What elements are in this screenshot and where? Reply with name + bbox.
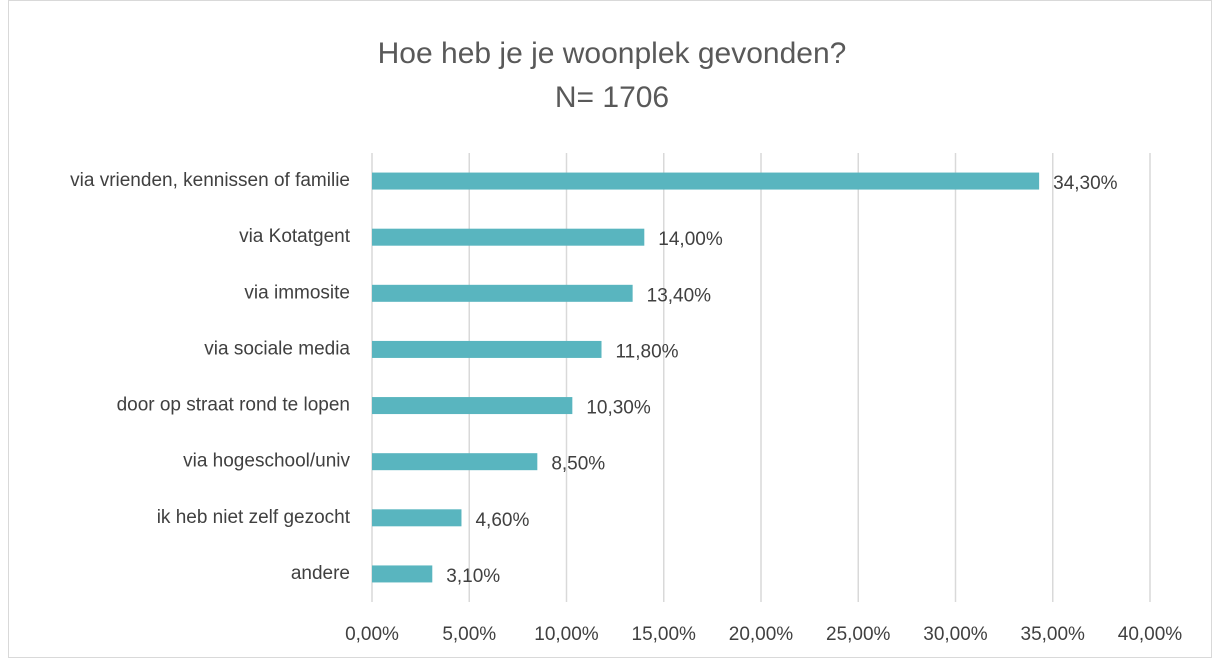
x-tick-label: 25,00% bbox=[826, 624, 891, 645]
value-label: 4,60% bbox=[475, 510, 529, 531]
bar bbox=[372, 340, 602, 358]
y-tick-label: via immosite bbox=[244, 282, 350, 303]
value-label: 13,40% bbox=[647, 285, 712, 306]
bar bbox=[372, 453, 538, 471]
y-tick-label: via vrienden, kennissen of familie bbox=[70, 170, 350, 191]
y-tick-label: via Kotatgent bbox=[239, 226, 351, 247]
x-tick-label: 35,00% bbox=[1021, 624, 1086, 645]
y-tick-label: via hogeschool/univ bbox=[183, 451, 350, 472]
x-tick-label: 0,00% bbox=[345, 624, 399, 645]
chart-border bbox=[8, 0, 1212, 658]
x-tick-label: 10,00% bbox=[534, 624, 599, 645]
x-tick-label: 40,00% bbox=[1118, 624, 1183, 645]
value-label: 14,00% bbox=[658, 229, 723, 250]
bar bbox=[372, 565, 433, 583]
value-label: 8,50% bbox=[551, 454, 605, 475]
y-tick-label: ik heb niet zelf gezocht bbox=[157, 507, 351, 528]
bar bbox=[372, 228, 645, 246]
value-label: 10,30% bbox=[586, 398, 651, 419]
value-label: 11,80% bbox=[616, 341, 679, 362]
bar bbox=[372, 509, 462, 527]
value-label: 3,10% bbox=[446, 566, 500, 587]
y-tick-label: andere bbox=[291, 563, 350, 584]
bar bbox=[372, 397, 573, 415]
x-tick-label: 15,00% bbox=[632, 624, 697, 645]
y-tick-label: door op straat rond te lopen bbox=[117, 395, 350, 416]
value-label: 34,30% bbox=[1053, 173, 1118, 194]
chart-subtitle: N= 1706 bbox=[555, 81, 669, 114]
bar bbox=[372, 172, 1040, 190]
y-tick-label: via sociale media bbox=[204, 338, 350, 359]
bar bbox=[372, 284, 633, 302]
chart-title: Hoe heb je je woonplek gevonden? bbox=[378, 37, 847, 70]
x-tick-label: 20,00% bbox=[729, 624, 794, 645]
x-tick-label: 5,00% bbox=[442, 624, 496, 645]
x-tick-label: 30,00% bbox=[923, 624, 988, 645]
